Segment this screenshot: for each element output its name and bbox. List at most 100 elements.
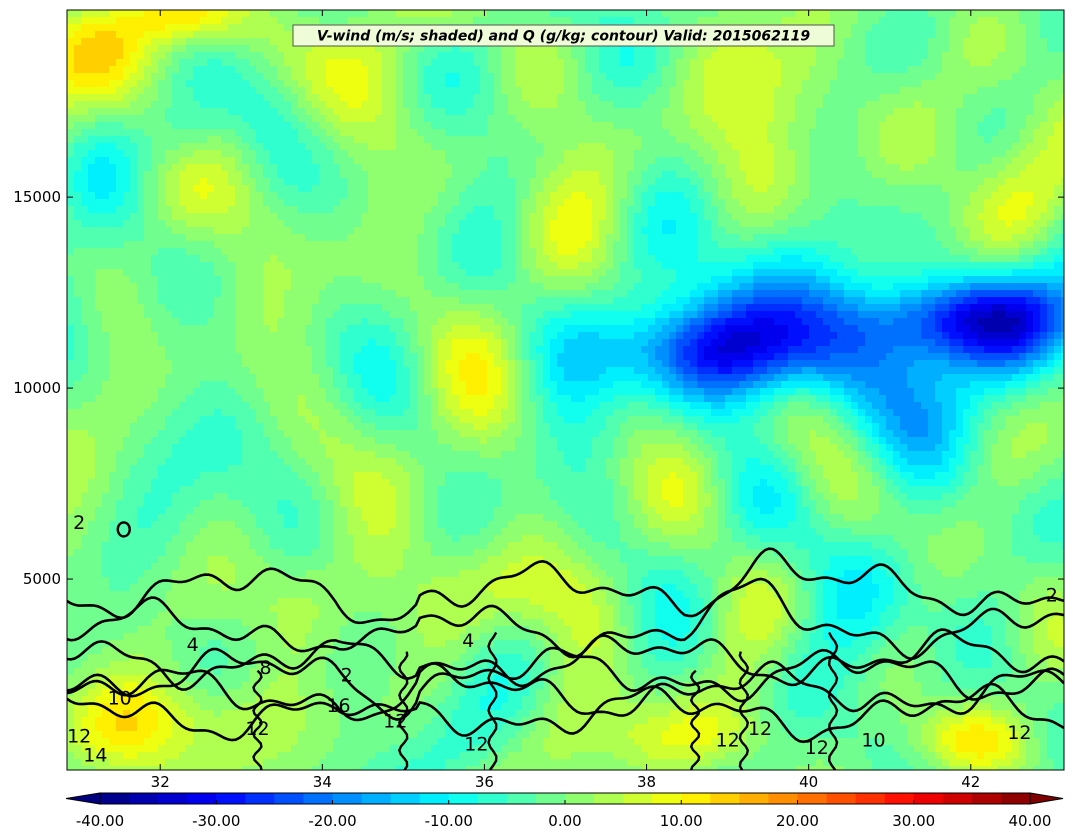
- field-cell: [130, 227, 138, 235]
- field-cell: [256, 178, 264, 186]
- field-cell: [1054, 31, 1062, 39]
- field-cell: [956, 31, 964, 39]
- field-cell: [305, 45, 313, 53]
- field-cell: [144, 213, 152, 221]
- field-cell: [676, 108, 684, 116]
- field-cell: [354, 248, 362, 256]
- field-cell: [634, 80, 642, 88]
- field-cell: [1026, 185, 1034, 193]
- field-cell: [186, 220, 194, 228]
- field-cell: [921, 213, 929, 221]
- field-cell: [655, 234, 663, 242]
- field-cell: [123, 199, 131, 207]
- field-cell: [116, 157, 124, 165]
- field-cell: [340, 227, 348, 235]
- field-cell: [725, 45, 733, 53]
- field-cell: [102, 213, 110, 221]
- field-cell: [256, 150, 264, 158]
- field-cell: [123, 143, 131, 151]
- field-cell: [312, 108, 320, 116]
- field-cell: [333, 206, 341, 214]
- field-cell: [753, 213, 761, 221]
- field-cell: [508, 59, 516, 67]
- field-cell: [116, 185, 124, 193]
- field-cell: [823, 185, 831, 193]
- field-cell: [508, 108, 516, 116]
- field-cell: [753, 234, 761, 242]
- field-cell: [389, 122, 397, 130]
- field-cell: [494, 45, 502, 53]
- field-cell: [620, 87, 628, 95]
- field-cell: [1026, 38, 1034, 46]
- field-cell: [396, 227, 404, 235]
- field-cell: [781, 213, 789, 221]
- field-cell: [795, 143, 803, 151]
- field-cell: [102, 185, 110, 193]
- field-cell: [326, 108, 334, 116]
- field-cell: [977, 143, 985, 151]
- field-cell: [1019, 220, 1027, 228]
- field-cell: [165, 80, 173, 88]
- field-cell: [1005, 52, 1013, 60]
- field-cell: [823, 241, 831, 249]
- field-cell: [893, 248, 901, 256]
- field-cell: [375, 87, 383, 95]
- field-cell: [872, 206, 880, 214]
- field-cell: [480, 52, 488, 60]
- field-cell: [795, 199, 803, 207]
- field-cell: [200, 66, 208, 74]
- field-cell: [165, 52, 173, 60]
- field-cell: [501, 241, 509, 249]
- field-cell: [620, 248, 628, 256]
- field-cell: [872, 73, 880, 81]
- field-cell: [704, 241, 712, 249]
- field-cell: [319, 17, 327, 25]
- field-cell: [116, 10, 124, 18]
- field-cell: [753, 87, 761, 95]
- field-cell: [158, 206, 166, 214]
- field-cell: [984, 143, 992, 151]
- field-cell: [228, 248, 236, 256]
- field-cell: [529, 122, 537, 130]
- field-cell: [214, 150, 222, 158]
- field-cell: [396, 171, 404, 179]
- field-cell: [109, 164, 117, 172]
- field-cell: [501, 80, 509, 88]
- field-cell: [368, 52, 376, 60]
- field-cell: [102, 220, 110, 228]
- field-cell: [102, 101, 110, 109]
- field-cell: [774, 52, 782, 60]
- field-cell: [403, 178, 411, 186]
- field-cell: [410, 101, 418, 109]
- field-cell: [172, 150, 180, 158]
- field-cell: [578, 87, 586, 95]
- field-cell: [130, 220, 138, 228]
- field-cell: [1026, 164, 1034, 172]
- field-cell: [291, 73, 299, 81]
- field-cell: [991, 234, 999, 242]
- field-cell: [487, 220, 495, 228]
- field-cell: [480, 213, 488, 221]
- field-cell: [648, 241, 656, 249]
- field-cell: [613, 108, 621, 116]
- field-cell: [354, 101, 362, 109]
- field-cell: [354, 129, 362, 137]
- field-cell: [1005, 73, 1013, 81]
- field-cell: [606, 157, 614, 165]
- field-cell: [102, 192, 110, 200]
- field-cell: [970, 10, 978, 18]
- field-cell: [354, 199, 362, 207]
- field-cell: [277, 52, 285, 60]
- field-cell: [697, 52, 705, 60]
- field-cell: [403, 171, 411, 179]
- field-cell: [368, 59, 376, 67]
- field-cell: [312, 129, 320, 137]
- field-cell: [697, 199, 705, 207]
- field-cell: [515, 45, 523, 53]
- field-cell: [1019, 24, 1027, 32]
- field-cell: [284, 38, 292, 46]
- field-cell: [410, 80, 418, 88]
- field-cell: [165, 213, 173, 221]
- field-cell: [921, 38, 929, 46]
- field-cell: [123, 129, 131, 137]
